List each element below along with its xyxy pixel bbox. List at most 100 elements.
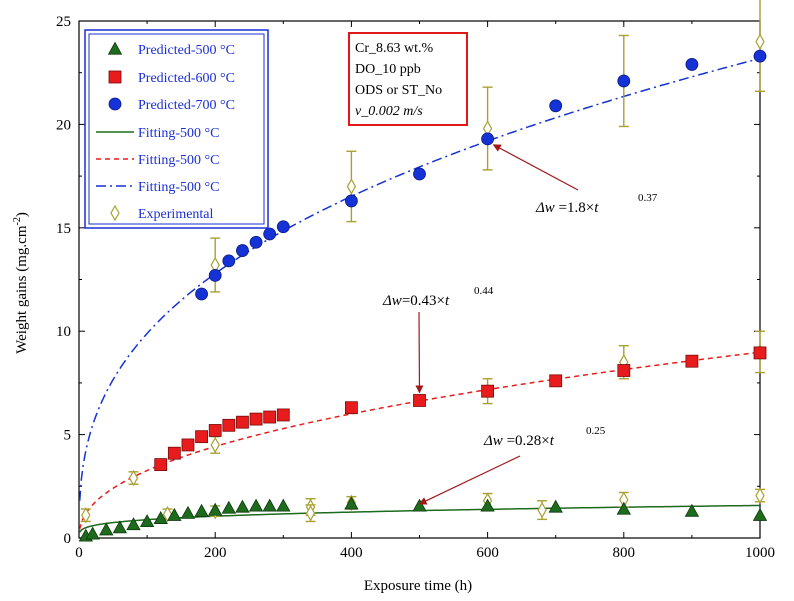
annotation-arrow [492,144,579,191]
info-line-do: DO_10 ppb [355,62,421,77]
predicted-500-point [616,501,631,515]
annotation-arrow [418,455,521,505]
predicted-600-point [481,384,495,398]
predicted-700-point [413,167,426,181]
predicted-500-point [194,503,209,517]
predicted-500-point [180,505,196,519]
experimental-point [346,178,357,195]
predicted-600-point [549,374,563,388]
predicted-600-point [413,394,426,407]
experimental-point [537,501,547,519]
experimental-point [128,469,139,487]
predicted-600-point [344,401,358,415]
predicted-700-point [263,227,277,241]
annotation-500: Δw =0.28×t 0.25 [483,425,606,449]
predicted-700-point [549,99,563,113]
legend-symbol-circle [108,97,122,111]
experimental-point [755,33,765,50]
x-tick-label: 1000 [745,545,775,561]
x-tick-label: 800 [613,545,636,561]
predicted-500-point [248,498,264,512]
y-tick-label: 0 [64,531,72,547]
annotation-600: Δw=0.43×t 0.44 [382,285,494,309]
predicted-700-point [617,74,631,88]
legend-symbol-diamond [110,204,120,222]
info-line-cr: Cr_8.63 wt.% [355,41,434,56]
info-box: Cr_8.63 wt.% DO_10 ppb ODS or ST_No v_0.… [348,32,468,126]
annotation-arrow [415,311,424,394]
predicted-700-point [481,132,495,146]
predicted-500-point [548,499,563,513]
predicted-500-point [139,514,155,528]
predicted-700-point [685,58,699,71]
legend-label-predicted-700: Predicted-700 °C [138,98,235,113]
y-tick-label: 20 [56,117,71,133]
predicted-600-point [154,458,168,471]
predicted-500-point [167,507,182,521]
predicted-600-point [167,446,181,460]
predicted-700-point [195,287,208,301]
predicted-500-point [153,511,168,524]
y-tick-label: 25 [56,14,71,30]
predicted-700-point [753,49,767,63]
legend-label-fitting-solid: Fitting-500 °C [138,126,219,141]
predicted-600-point [617,364,631,377]
predicted-500-point [276,498,291,512]
legend-frame-outer [84,29,269,229]
y-tick-label: 10 [56,324,71,340]
fitting-curve-dash [78,351,761,530]
predicted-500-point [480,498,495,512]
x-tick-label: 0 [75,545,83,561]
info-box-frame [348,32,468,126]
annotation-700: Δw =1.8×t 0.37 [535,192,658,216]
predicted-600-point [236,415,249,429]
predicted-600-point [753,346,767,360]
predicted-600-point [195,430,208,444]
predicted-500-point [684,503,700,517]
predicted-600-point [276,408,290,422]
annotation-700-text: Δw =1.8×t [535,200,599,216]
y-tick-label: 5 [64,428,72,444]
experimental-point [755,487,765,504]
predicted-500-point [235,499,250,513]
legend-label-experimental: Experimental [138,207,214,222]
predicted-500-point [126,517,141,531]
x-tick-label: 400 [340,545,363,561]
annotation-500-exponent: 0.25 [586,425,606,437]
predicted-500-point [221,500,236,514]
predicted-700-point [344,194,358,208]
legend-label-fitting-dash: Fitting-500 °C [138,153,219,168]
y-axis-label: Weight gains (mg.cm-2) [12,212,30,354]
x-tick-label: 200 [204,545,227,561]
predicted-600-point [208,424,222,437]
predicted-500-point [112,520,128,534]
predicted-600-point [263,410,277,424]
experimental-point [210,436,220,454]
predicted-500-point [99,522,114,536]
predicted-700-point [222,254,236,268]
fitting-curve-dashdot [78,57,761,501]
predicted-700-point [276,220,290,234]
annotation-600-text: Δw=0.43×t [382,293,450,309]
predicted-500-point [344,496,359,510]
predicted-700-point [208,268,222,282]
y-tick-label: 15 [56,221,71,237]
experimental-point [81,507,91,524]
predicted-500-point [412,498,427,512]
legend-frame-inner [88,33,265,225]
info-line-velocity: v_0.002 m/s [355,104,423,119]
predicted-600-point [249,412,263,426]
predicted-600-point [222,418,236,432]
annotation-500-text: Δw =0.28×t [483,433,555,449]
experimental-point [305,504,316,522]
predicted-500-point [208,502,223,516]
annotation-700-exponent: 0.37 [638,192,658,204]
info-line-ods: ODS or ST_No [355,83,442,98]
predicted-700-point [236,244,249,257]
predicted-600-point [181,438,195,452]
legend-symbol-square [108,70,122,84]
predicted-500-point [262,498,277,512]
legend-label-predicted-500: Predicted-500 °C [138,43,235,58]
predicted-500-point [752,507,768,521]
